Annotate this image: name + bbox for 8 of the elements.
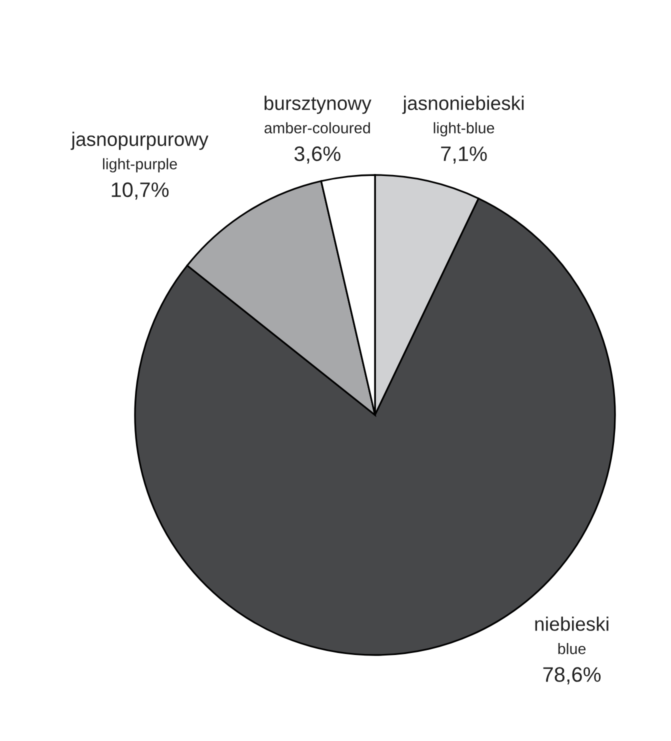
data-label: 3,6%	[294, 146, 340, 164]
data-label: 10,7%	[112, 182, 169, 200]
slice-label: jasnoniebieski light-blue	[402, 96, 524, 136]
data-label: 78,6%	[543, 667, 601, 684]
slice-label: jasnopurpurowy light-purple	[70, 132, 208, 172]
slice-label: niebieski blue	[535, 616, 608, 654]
slice-label: bursztynowy amber-coloured	[264, 96, 372, 134]
data-label: 7,1%	[441, 146, 487, 164]
